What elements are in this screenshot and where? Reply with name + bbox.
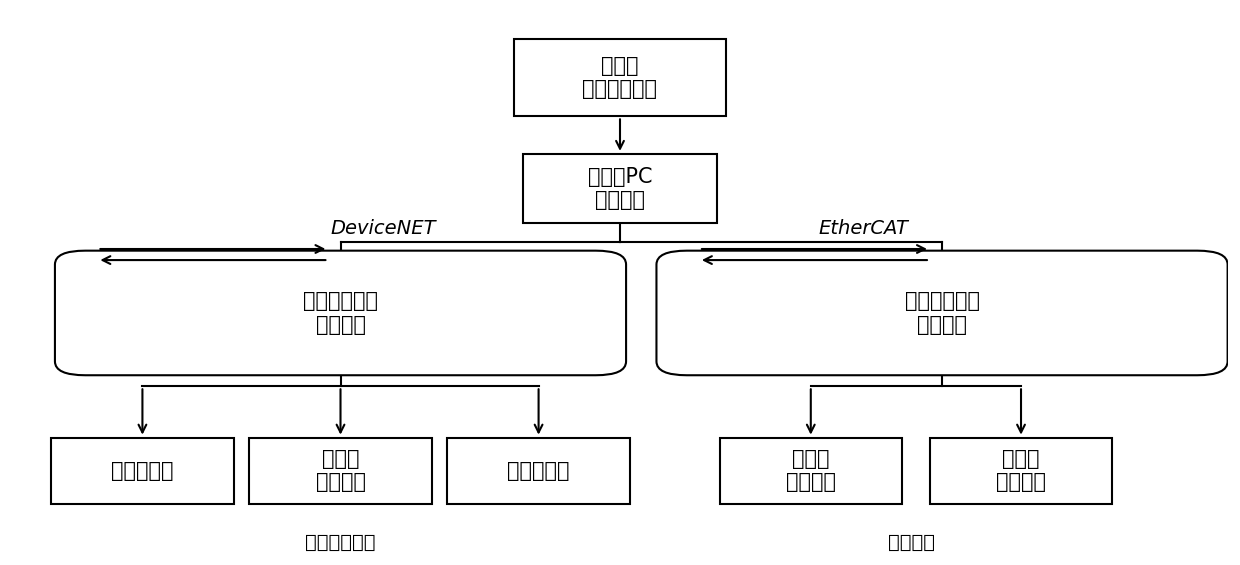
FancyBboxPatch shape xyxy=(55,251,626,375)
Text: 焊接工艺参数
从站模块: 焊接工艺参数 从站模块 xyxy=(303,292,378,334)
Text: EtherCAT: EtherCAT xyxy=(818,219,908,238)
Text: 运动程序: 运动程序 xyxy=(888,533,935,552)
Text: 焊接运动控制
从站模块: 焊接运动控制 从站模块 xyxy=(904,292,980,334)
Bar xyxy=(523,154,717,223)
Text: 弧长控制器: 弧长控制器 xyxy=(507,461,570,481)
Text: DeviceNET: DeviceNET xyxy=(330,219,435,238)
Text: 送丝控制器: 送丝控制器 xyxy=(112,461,174,481)
Bar xyxy=(719,437,901,504)
Text: 变位机
伺服模块: 变位机 伺服模块 xyxy=(996,449,1047,492)
Text: 嵌入式PC
主站模块: 嵌入式PC 主站模块 xyxy=(588,167,652,210)
Bar xyxy=(513,39,727,116)
Text: 液晶屏
人机交互界面: 液晶屏 人机交互界面 xyxy=(583,56,657,99)
Bar xyxy=(448,437,630,504)
Text: 操作机
伺服模块: 操作机 伺服模块 xyxy=(786,449,836,492)
Bar xyxy=(930,437,1112,504)
FancyBboxPatch shape xyxy=(656,251,1228,375)
Text: 焊接工艺程序: 焊接工艺程序 xyxy=(305,533,376,552)
Text: 等离子
焊接电源: 等离子 焊接电源 xyxy=(315,449,366,492)
Bar xyxy=(249,437,432,504)
Bar xyxy=(51,437,233,504)
